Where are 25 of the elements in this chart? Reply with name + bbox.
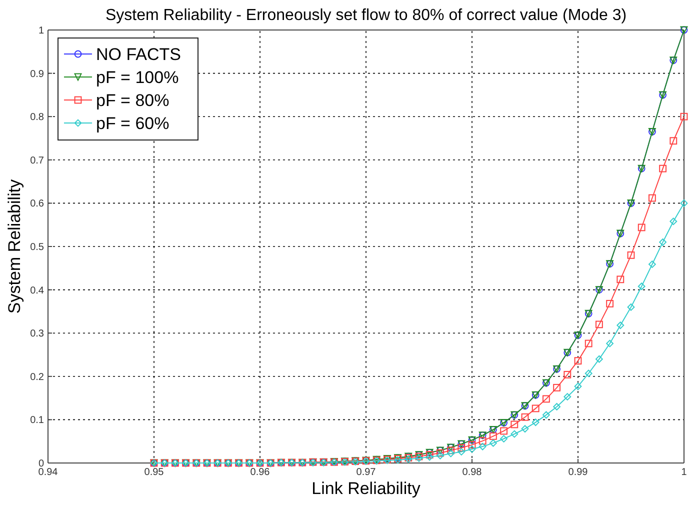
x-tick-label: 1 (681, 467, 688, 478)
y-tick-label: 0.7 (30, 155, 44, 166)
y-tick-label: 0.5 (30, 242, 44, 253)
legend-label: pF = 80% (96, 91, 170, 110)
y-tick-label: 0 (38, 458, 44, 470)
x-tick-label: 0.95 (144, 467, 164, 478)
x-tick-label: 0.94 (38, 467, 58, 478)
y-tick-label: 0.9 (30, 68, 44, 80)
y-tick-label: 0.3 (30, 328, 44, 340)
y-tick-label: 0.2 (30, 372, 44, 383)
y-tick-label: 1 (38, 26, 44, 36)
y-tick-label: 0.4 (30, 285, 44, 296)
chart-title: System Reliability - Erroneously set flow to 80% of correct value (Mode 3) (105, 7, 627, 24)
x-tick-label: 0.96 (250, 467, 270, 478)
x-axis-title: Link Reliability (312, 479, 421, 498)
x-tick-label: 0.97 (356, 467, 376, 478)
y-tick-label: 0.1 (30, 415, 44, 426)
legend-label: pF = 60% (96, 114, 170, 133)
legend-label: pF = 100% (96, 68, 179, 87)
x-tick-label: 0.99 (568, 467, 588, 478)
y-axis-title: System Reliability (5, 178, 24, 314)
y-tick-label: 0.6 (30, 198, 44, 210)
y-tick-label: 0.8 (30, 112, 44, 124)
legend-label: NO FACTS (96, 45, 182, 64)
x-tick-label: 0.98 (462, 467, 482, 478)
